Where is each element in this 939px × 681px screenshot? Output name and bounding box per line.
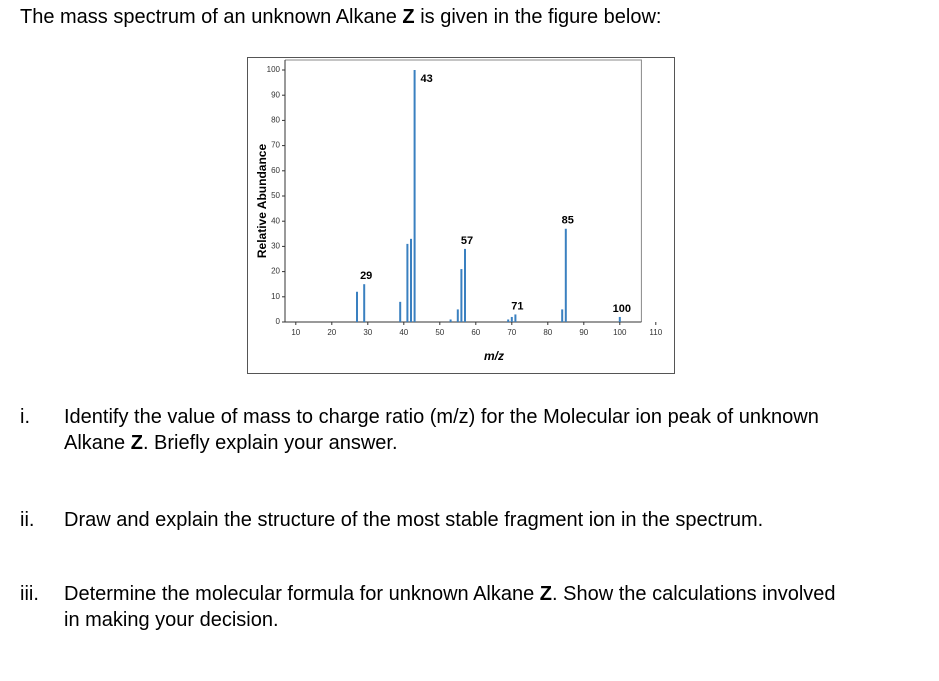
- text-run: Determine the molecular formula for unkn…: [64, 583, 540, 605]
- x-tick-label: 30: [363, 328, 372, 337]
- x-axis-label: m/z: [484, 349, 504, 363]
- x-tick-label: 100: [613, 328, 627, 337]
- y-tick-label: 100: [267, 65, 281, 74]
- peak-label: 43: [420, 73, 432, 85]
- y-tick-label: 70: [271, 141, 280, 150]
- y-tick-label: 90: [271, 90, 280, 99]
- text-run: The mass spectrum of an unknown Alkane: [20, 6, 403, 28]
- peak: [406, 243, 409, 322]
- peak: [464, 248, 466, 322]
- text-run: . Show the calculations involved: [552, 583, 836, 605]
- y-tick-label: 0: [276, 317, 281, 326]
- x-tick-label: 40: [399, 328, 408, 337]
- text-run: Draw and explain the structure of the mo…: [64, 509, 764, 531]
- peak: [618, 316, 621, 322]
- y-tick-label: 40: [271, 216, 280, 225]
- figure: 0 10 20 30 40 50 60 70 80 90 100 10 20 30 40 50 60 70 80 90…: [247, 57, 675, 374]
- question-text: in making your decision.: [64, 608, 279, 632]
- text-run: Z: [539, 583, 553, 605]
- x-tick-label: 60: [471, 328, 480, 337]
- x-tick-label: 70: [507, 328, 516, 337]
- peak: [413, 70, 416, 322]
- text-run: in making your decision.: [64, 609, 279, 631]
- x-tick-label: 50: [435, 328, 444, 337]
- y-tick-label: 80: [271, 116, 280, 125]
- y-axis-label: Relative Abundance: [255, 144, 269, 259]
- x-tick-label: 90: [579, 328, 588, 337]
- peak: [514, 314, 517, 322]
- peak: [363, 284, 366, 322]
- y-tick-label: 20: [271, 267, 280, 276]
- text-run: is given in the figure below:: [414, 6, 662, 28]
- peak-label: 71: [511, 300, 523, 312]
- x-tick-label: 80: [543, 328, 552, 337]
- y-tick-label: 30: [271, 242, 280, 251]
- peak-label: 57: [461, 235, 473, 247]
- peak: [410, 238, 412, 322]
- question-text: Alkane Z. Briefly explain your answer.: [64, 431, 398, 455]
- question-text: Draw and explain the structure of the mo…: [64, 508, 763, 532]
- question-number: iii.: [20, 583, 39, 605]
- plot-frame: [285, 59, 642, 322]
- text-run: Z: [130, 432, 143, 454]
- question-number: ii.: [20, 509, 35, 531]
- y-tick-label: 60: [271, 166, 280, 175]
- peak: [507, 319, 510, 322]
- text-run: Alkane: [64, 432, 131, 454]
- peak-label: 100: [613, 303, 631, 315]
- question-text: Determine the molecular formula for unkn…: [64, 582, 836, 606]
- y-tick-label: 10: [271, 292, 280, 301]
- peak: [460, 269, 463, 322]
- question-number: i.: [20, 406, 30, 428]
- peak-label: 29: [360, 270, 372, 282]
- peak-label: 85: [562, 215, 574, 227]
- text-run: Z: [402, 6, 415, 28]
- question-text: Identify the value of mass to charge rat…: [64, 405, 819, 429]
- peak: [456, 309, 459, 322]
- text-run: . Briefly explain your answer.: [142, 432, 398, 454]
- peak: [356, 291, 358, 322]
- x-tick-label: 20: [327, 328, 336, 337]
- x-tick-label: 110: [649, 328, 662, 337]
- peak: [564, 228, 567, 322]
- peak: [510, 316, 513, 322]
- peak: [399, 301, 402, 322]
- peak: [449, 319, 452, 322]
- x-tick-label: 10: [291, 328, 300, 337]
- figure-border: [247, 57, 675, 374]
- y-tick-label: 50: [271, 191, 280, 200]
- title: The mass spectrum of an unknown Alkane Z…: [20, 5, 661, 29]
- text-run: Identify the value of mass to charge rat…: [64, 406, 819, 428]
- peak: [561, 309, 564, 322]
